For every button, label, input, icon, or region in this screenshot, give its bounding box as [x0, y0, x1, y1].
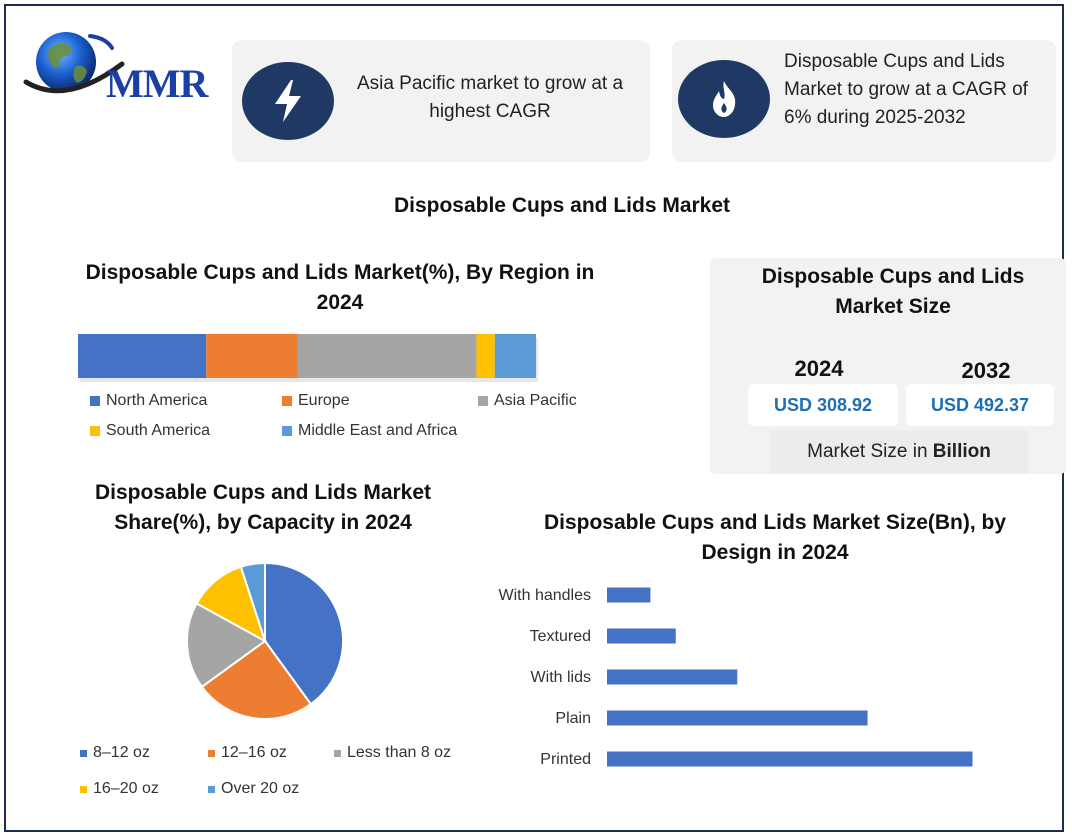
market-size-footer: Market Size in Billion	[770, 430, 1028, 474]
flame-icon	[713, 81, 736, 117]
capacity-legend: 8–12 oz 12–16 oz Less than 8 oz 16–20 oz Ove…	[80, 744, 480, 804]
region-bar-segment-europe	[206, 334, 298, 378]
region-legend: North America Europe Asia Pacific South Ame…	[90, 392, 610, 452]
capacity-legend-item-over-20-oz: Over 20 oz	[208, 780, 299, 798]
design-chart-title: Disposable Cups and Lids Market Size(Bn)…	[543, 511, 1007, 564]
design-bar-label-textured: Textured	[530, 628, 591, 645]
legend-label: Europe	[298, 392, 350, 409]
region-stacked-bar	[78, 334, 538, 382]
highlight-card-cagr-text: Disposable Cups and Lids Market to grow …	[784, 51, 1028, 128]
region-legend-item-north-america: North America	[90, 392, 207, 410]
region-bar-segment-middle-east-and-africa	[494, 334, 536, 378]
logo: MMR	[20, 22, 220, 106]
design-bar-label-with-lids: With lids	[531, 669, 591, 686]
design-bar-textured	[607, 628, 676, 644]
legend-label: 12–16 oz	[221, 744, 287, 761]
legend-swatch	[478, 396, 488, 406]
highlight-card-region: Asia Pacific market to grow at a highest…	[232, 40, 650, 162]
highlight-card-cagr: Disposable Cups and Lids Market to grow …	[672, 40, 1056, 162]
legend-label: Over 20 oz	[221, 780, 300, 797]
region-chart-title: Disposable Cups and Lids Market(%), By R…	[85, 261, 595, 314]
region-legend-item-south-america: South America	[90, 422, 210, 440]
lightning-icon-circle	[242, 62, 334, 140]
design-bar-printed	[607, 751, 973, 767]
region-legend-item-middle-east-and-africa: Middle East and Africa	[282, 422, 457, 440]
legend-label: Less than 8 oz	[347, 744, 452, 761]
region-bar-segment-south-america	[476, 334, 495, 378]
market-size-panel: Disposable Cups and Lids Market Size 202…	[710, 258, 1066, 474]
legend-label: 16–20 oz	[93, 780, 159, 797]
legend-label: South America	[106, 422, 211, 439]
value-2032: USD 492.37	[906, 384, 1054, 426]
legend-label: Middle East and Africa	[298, 422, 458, 439]
region-legend-item-asia-pacific: Asia Pacific	[478, 392, 577, 410]
capacity-legend-item-12-16-oz: 12–16 oz	[208, 744, 287, 762]
region-legend-item-europe: Europe	[282, 392, 350, 410]
legend-swatch	[80, 785, 87, 793]
flame-icon-circle	[678, 60, 770, 138]
legend-swatch	[334, 749, 341, 757]
pie-slice-less-than-8-oz	[186, 602, 267, 689]
capacity-chart-title: Disposable Cups and Lids Market Share(%)…	[94, 481, 432, 534]
design-bar-with-lids	[607, 669, 738, 685]
legend-label: 8–12 oz	[93, 744, 150, 761]
legend-swatch	[208, 749, 215, 757]
design-bar-label-plain: Plain	[555, 710, 591, 727]
capacity-legend-item-16-20-oz: 16–20 oz	[80, 780, 159, 798]
lightning-icon	[275, 80, 301, 122]
year-2032-label: 2032	[961, 358, 1011, 383]
legend-swatch	[282, 396, 292, 406]
legend-label: North America	[106, 392, 208, 409]
highlight-card-region-text: Asia Pacific market to grow at a highest…	[356, 73, 624, 122]
capacity-pie-chart	[186, 561, 344, 720]
main-title: Disposable Cups and Lids Market	[393, 194, 731, 217]
legend-swatch	[90, 426, 100, 436]
legend-swatch	[90, 396, 100, 406]
legend-swatch	[208, 785, 215, 793]
region-bar-segment-asia-pacific	[297, 334, 477, 378]
legend-swatch	[282, 426, 292, 436]
design-bar-plain	[607, 710, 868, 726]
design-bar-label-printed: Printed	[540, 751, 591, 768]
year-2024-label: 2024	[794, 356, 844, 381]
design-bar-chart: With handles Textured With lids Plain Printe…	[499, 587, 973, 768]
value-2024: USD 308.92	[748, 384, 898, 426]
legend-swatch	[80, 749, 87, 757]
legend-label: Asia Pacific	[494, 392, 577, 409]
pie-slice-over-20-oz	[239, 561, 266, 642]
globe-icon	[23, 32, 125, 94]
logo-text: MMR	[106, 61, 208, 106]
market-size-footer-prefix: Market Size in	[807, 441, 933, 462]
market-size-footer-unit: Billion	[932, 441, 991, 462]
pie-slice-8-12-oz	[264, 561, 344, 706]
market-size-title: Disposable Cups and Lids Market Size	[761, 265, 1025, 318]
capacity-legend-item-8-12-oz: 8–12 oz	[80, 744, 150, 762]
region-bar-segment-north-america	[78, 334, 207, 378]
design-bar-label-with-handles: With handles	[499, 587, 592, 604]
design-bar-with-handles	[607, 587, 651, 603]
capacity-legend-item-less-than-8-oz: Less than 8 oz	[334, 744, 451, 762]
pie-slice-12-16-oz	[200, 639, 313, 720]
